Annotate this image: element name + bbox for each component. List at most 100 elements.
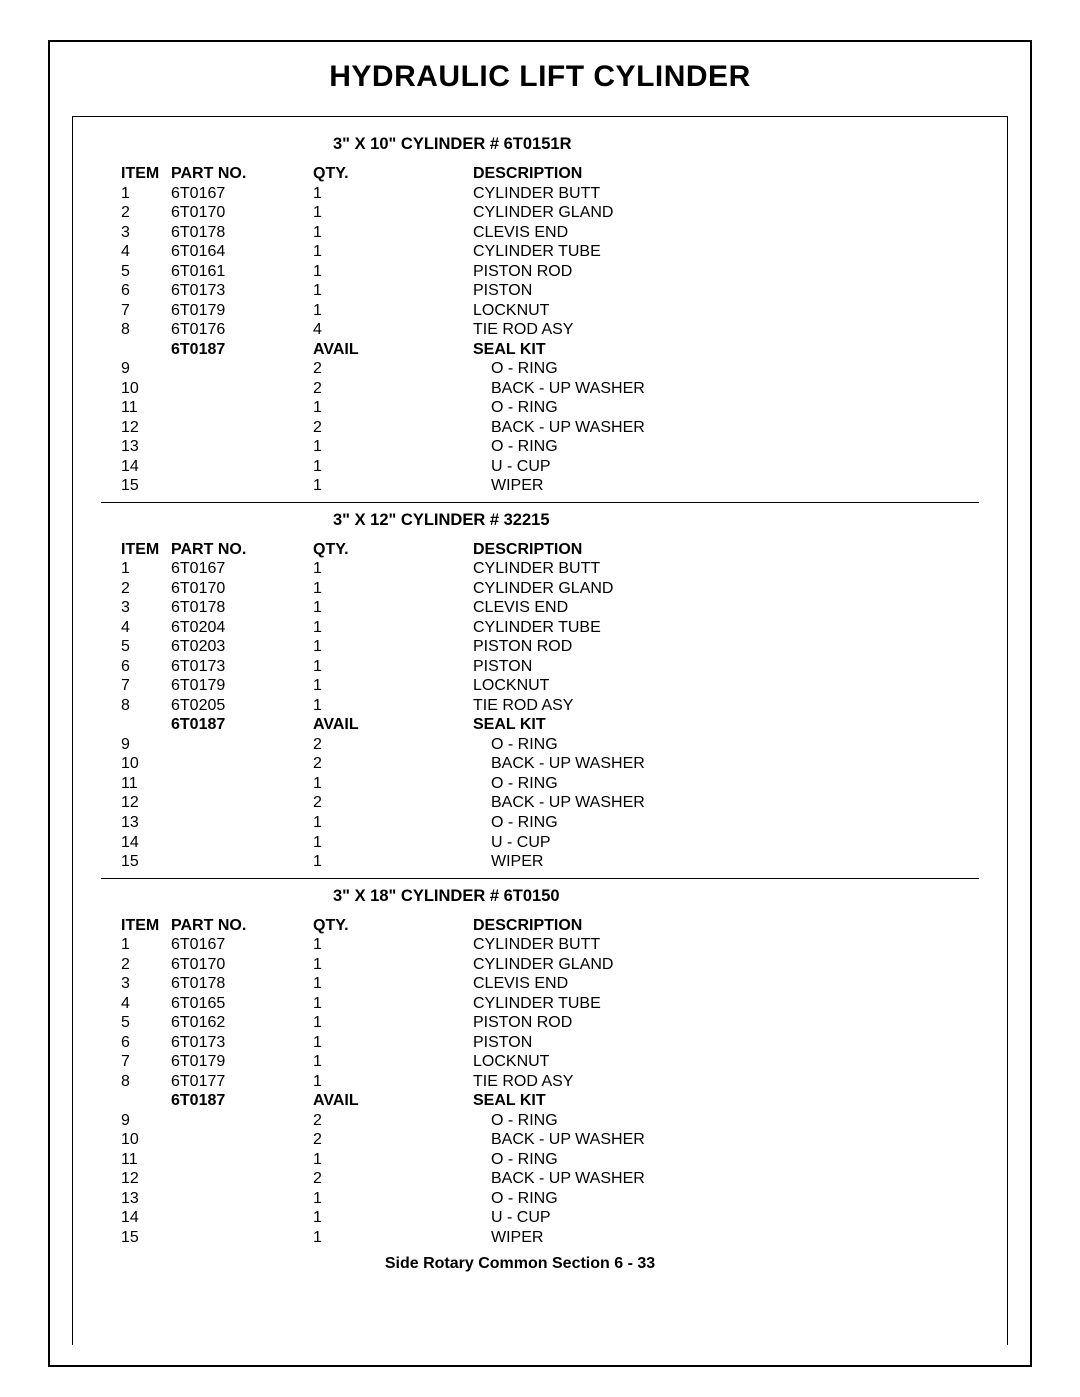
table-header-row: ITEM PART NO. QTY. DESCRIPTION: [101, 916, 979, 936]
table-row: 92O - RING: [101, 1111, 979, 1131]
table-row: 66T01731PISTON: [101, 657, 979, 677]
parts-table: ITEM PART NO. QTY. DESCRIPTION 16T01671C…: [101, 916, 979, 1248]
cell: 6T0173: [171, 1033, 313, 1053]
cell: U - CUP: [473, 1208, 979, 1228]
cell: 15: [101, 1228, 171, 1248]
cell: 3: [101, 974, 171, 994]
cell: 4: [313, 320, 473, 340]
cell: 6T0203: [171, 637, 313, 657]
cell: BACK - UP WASHER: [473, 418, 979, 438]
cell: 2: [101, 955, 171, 975]
table-body: 16T01671CYLINDER BUTT26T01701CYLINDER GL…: [101, 559, 979, 871]
cell: 6T0178: [171, 598, 313, 618]
cell: CYLINDER GLAND: [473, 955, 979, 975]
cell: 11: [101, 774, 171, 794]
cell: 5: [101, 262, 171, 282]
cell: 2: [313, 793, 473, 813]
cell: 6T0167: [171, 184, 313, 204]
table-row: 26T01701CYLINDER GLAND: [101, 579, 979, 599]
cell: 4: [101, 994, 171, 1014]
cell: 1: [313, 262, 473, 282]
table-body: 16T01671CYLINDER BUTT26T01701CYLINDER GL…: [101, 184, 979, 496]
table-row: 86T01764TIE ROD ASY: [101, 320, 979, 340]
cell: WIPER: [473, 476, 979, 496]
cell: 1: [313, 184, 473, 204]
cell: 6T0176: [171, 320, 313, 340]
table-row: 14 1U - CUP: [101, 1208, 979, 1228]
cell: 1: [313, 696, 473, 716]
cell: [171, 457, 313, 477]
cell: 6T0187: [171, 340, 313, 360]
cell: TIE ROD ASY: [473, 320, 979, 340]
cell: CLEVIS END: [473, 598, 979, 618]
cell: [171, 398, 313, 418]
cell: BACK - UP WASHER: [473, 379, 979, 399]
cell: 1: [313, 1208, 473, 1228]
cell: 2: [313, 735, 473, 755]
cell: BACK - UP WASHER: [473, 1130, 979, 1150]
cell: 7: [101, 1052, 171, 1072]
table-row: 141U - CUP: [101, 833, 979, 853]
col-header-desc: DESCRIPTION: [473, 540, 979, 560]
cell: 11: [101, 1150, 171, 1170]
cell: 7: [101, 676, 171, 696]
cell: [171, 793, 313, 813]
table-row: 46T02041CYLINDER TUBE: [101, 618, 979, 638]
table-row: 76T01791LOCKNUT: [101, 1052, 979, 1072]
cell: 6T0204: [171, 618, 313, 638]
table-row: 122BACK - UP WASHER: [101, 793, 979, 813]
table-row: 151WIPER: [101, 1228, 979, 1248]
cell: CYLINDER TUBE: [473, 242, 979, 262]
cell: 1: [313, 618, 473, 638]
cell: 5: [101, 1013, 171, 1033]
table-header-row: ITEM PART NO. QTY. DESCRIPTION: [101, 164, 979, 184]
table-row: 46T01651CYLINDER TUBE: [101, 994, 979, 1014]
cell: [171, 476, 313, 496]
section-0: 3" X 10" CYLINDER # 6T0151R ITEM PART NO…: [101, 135, 979, 503]
cell: 1: [313, 457, 473, 477]
section-title: 3" X 18" CYLINDER # 6T0150: [101, 887, 979, 906]
cell: O - RING: [473, 1189, 979, 1209]
table-row: 111O - RING: [101, 1150, 979, 1170]
cell: 2: [313, 754, 473, 774]
cell: [171, 852, 313, 872]
cell: 14: [101, 457, 171, 477]
cell: 6T0173: [171, 657, 313, 677]
cell: 1: [313, 437, 473, 457]
table-row: 6T0187AVAILSEAL KIT: [101, 1091, 979, 1111]
cell: [171, 418, 313, 438]
page-title: HYDRAULIC LIFT CYLINDER: [50, 60, 1030, 94]
cell: 6T0173: [171, 281, 313, 301]
table-row: 141U - CUP: [101, 457, 979, 477]
cell: 1: [313, 833, 473, 853]
cell: 1: [313, 813, 473, 833]
cell: [171, 1111, 313, 1131]
cell: O - RING: [473, 1150, 979, 1170]
table-row: 131O - RING: [101, 1189, 979, 1209]
table-row: 36T01781CLEVIS END: [101, 974, 979, 994]
cell: 2: [313, 359, 473, 379]
cell: [171, 1130, 313, 1150]
cell: 1: [313, 774, 473, 794]
cell: 1: [313, 935, 473, 955]
cell: 14: [101, 1208, 171, 1228]
table-body: 16T01671CYLINDER BUTT26T01701CYLINDER GL…: [101, 935, 979, 1247]
cell: 13: [101, 437, 171, 457]
cell: CYLINDER GLAND: [473, 579, 979, 599]
cell: 14: [101, 833, 171, 853]
parts-table: ITEM PART NO. QTY. DESCRIPTION 16T01671C…: [101, 540, 979, 872]
cell: 7: [101, 301, 171, 321]
cell: 1: [313, 1033, 473, 1053]
outer-frame: HYDRAULIC LIFT CYLINDER 3" X 10" CYLINDE…: [48, 40, 1032, 1367]
table-row: 122BACK - UP WASHER: [101, 418, 979, 438]
cell: O - RING: [473, 437, 979, 457]
table-row: 26T01701CYLINDER GLAND: [101, 955, 979, 975]
cell: [171, 813, 313, 833]
col-header-item: ITEM: [101, 164, 171, 184]
section-2: 3" X 18" CYLINDER # 6T0150 ITEM PART NO.…: [101, 887, 979, 1248]
cell: 1: [313, 398, 473, 418]
cell: [171, 754, 313, 774]
cell: 1: [313, 676, 473, 696]
cell: BACK - UP WASHER: [473, 793, 979, 813]
cell: 1: [313, 579, 473, 599]
